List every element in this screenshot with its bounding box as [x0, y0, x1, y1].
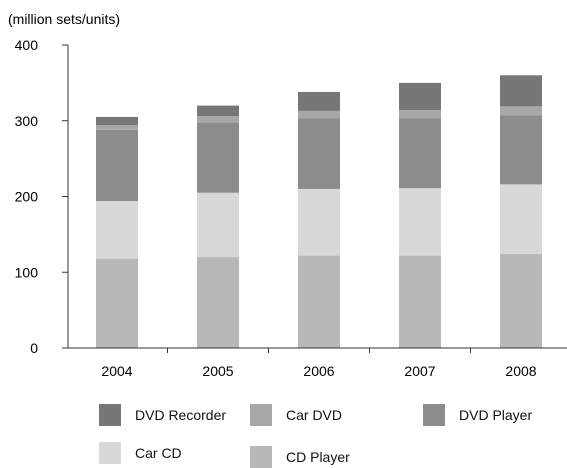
- bar-segment-car-dvd-2006: [298, 110, 340, 119]
- bar-segment-dvd-player-2006: [298, 118, 340, 189]
- bar-segment-car-dvd-2007: [399, 110, 441, 119]
- y-axis-unit-label: (million sets/units): [8, 11, 120, 27]
- y-tick-label: 100: [15, 264, 39, 280]
- y-tick-label: 300: [15, 113, 39, 129]
- bar-segment-cd-player-2006: [298, 255, 340, 348]
- bar-segment-dvd-recorder-2007: [399, 82, 441, 111]
- bar-segment-car-cd-2006: [298, 188, 340, 256]
- y-tick-label: 0: [30, 340, 38, 356]
- bar-segment-cd-player-2004: [96, 258, 138, 348]
- bar-segment-dvd-recorder-2004: [96, 116, 138, 126]
- x-tick-label: 2008: [505, 363, 536, 379]
- y-tick-label: 200: [15, 189, 39, 205]
- y-axis: 0 100 200 300 400: [15, 37, 69, 356]
- bar-segment-car-cd-2008: [500, 184, 542, 255]
- bar-segment-car-dvd-2008: [500, 106, 542, 116]
- bar-segment-dvd-player-2004: [96, 129, 138, 202]
- bar-segment-car-cd-2005: [197, 192, 239, 258]
- bar-segment-dvd-recorder-2006: [298, 91, 340, 111]
- bar-segment-cd-player-2005: [197, 257, 239, 348]
- bars: [96, 75, 542, 348]
- x-axis: 2004 2005 2006 2007 2008: [68, 347, 567, 379]
- x-tick-label: 2004: [101, 363, 132, 379]
- x-tick-label: 2006: [303, 363, 334, 379]
- bar-segment-car-cd-2004: [96, 201, 138, 259]
- bar-segment-dvd-recorder-2005: [197, 105, 239, 117]
- bar-segment-dvd-player-2007: [399, 118, 441, 189]
- bar-segment-dvd-recorder-2008: [500, 75, 542, 107]
- bar-segment-car-cd-2007: [399, 188, 441, 256]
- bar-segment-car-dvd-2005: [197, 116, 239, 123]
- x-tick-label: 2007: [404, 363, 435, 379]
- y-tick-label: 400: [15, 37, 39, 53]
- bar-segment-cd-player-2008: [500, 254, 542, 348]
- bar-segment-car-dvd-2004: [96, 125, 138, 130]
- bar-segment-dvd-player-2005: [197, 122, 239, 193]
- bar-segment-dvd-player-2008: [500, 115, 542, 185]
- x-tick-label: 2005: [202, 363, 233, 379]
- bar-segment-cd-player-2007: [399, 255, 441, 348]
